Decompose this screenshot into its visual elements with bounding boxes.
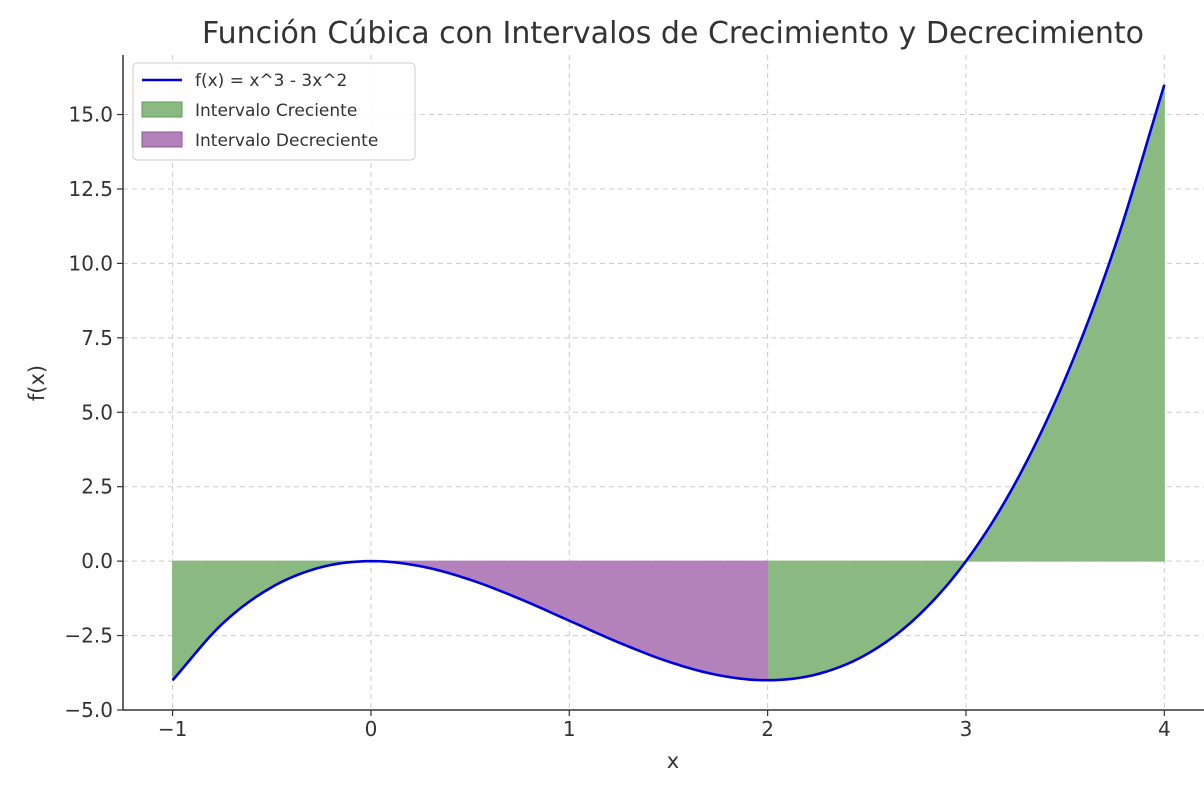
y-tick-label: −2.5 [64, 624, 113, 648]
legend-label-function: f(x) = x^3 - 3x^2 [195, 71, 347, 91]
y-tick-label: 2.5 [81, 475, 113, 499]
y-tick-label: 0.0 [81, 549, 113, 573]
grid [123, 55, 1204, 711]
x-axis-label: x [667, 749, 679, 773]
legend-frame [132, 62, 416, 161]
function-curve-layer [171, 84, 1166, 682]
legend-label-decreasing: Intervalo Decreciente [195, 131, 378, 151]
legend: f(x) = x^3 - 3x^2 Intervalo Creciente In… [132, 62, 416, 161]
x-tick-label: 3 [960, 717, 973, 741]
y-tick-label: 15.0 [68, 103, 113, 127]
y-tick-label: 7.5 [81, 326, 113, 350]
x-tick-label: 2 [761, 717, 774, 741]
y-tick-label: 10.0 [68, 251, 113, 275]
legend-label-increasing: Intervalo Creciente [195, 101, 357, 121]
y-tick-label: 5.0 [81, 400, 113, 424]
y-tick-label: 12.5 [68, 177, 113, 201]
y-tick-label: −5.0 [64, 698, 113, 722]
x-tick-label: 4 [1158, 717, 1171, 741]
legend-swatch-decreasing [141, 131, 183, 148]
chart-title: Función Cúbica con Intervalos de Crecimi… [202, 16, 1144, 51]
x-tick-label: 1 [563, 717, 576, 741]
axes [117, 55, 1204, 716]
x-tick-label: 0 [365, 717, 378, 741]
y-axis-label: f(x) [25, 365, 49, 401]
function-curve [171, 84, 1166, 682]
legend-swatch-increasing [141, 101, 183, 118]
tick-labels: −1 0 1 2 3 4 −5.0 −2.5 0.0 2.5 5.0 7.5 10.0 12.5 15.0 [64, 103, 1170, 741]
x-tick-label: −1 [158, 717, 187, 741]
